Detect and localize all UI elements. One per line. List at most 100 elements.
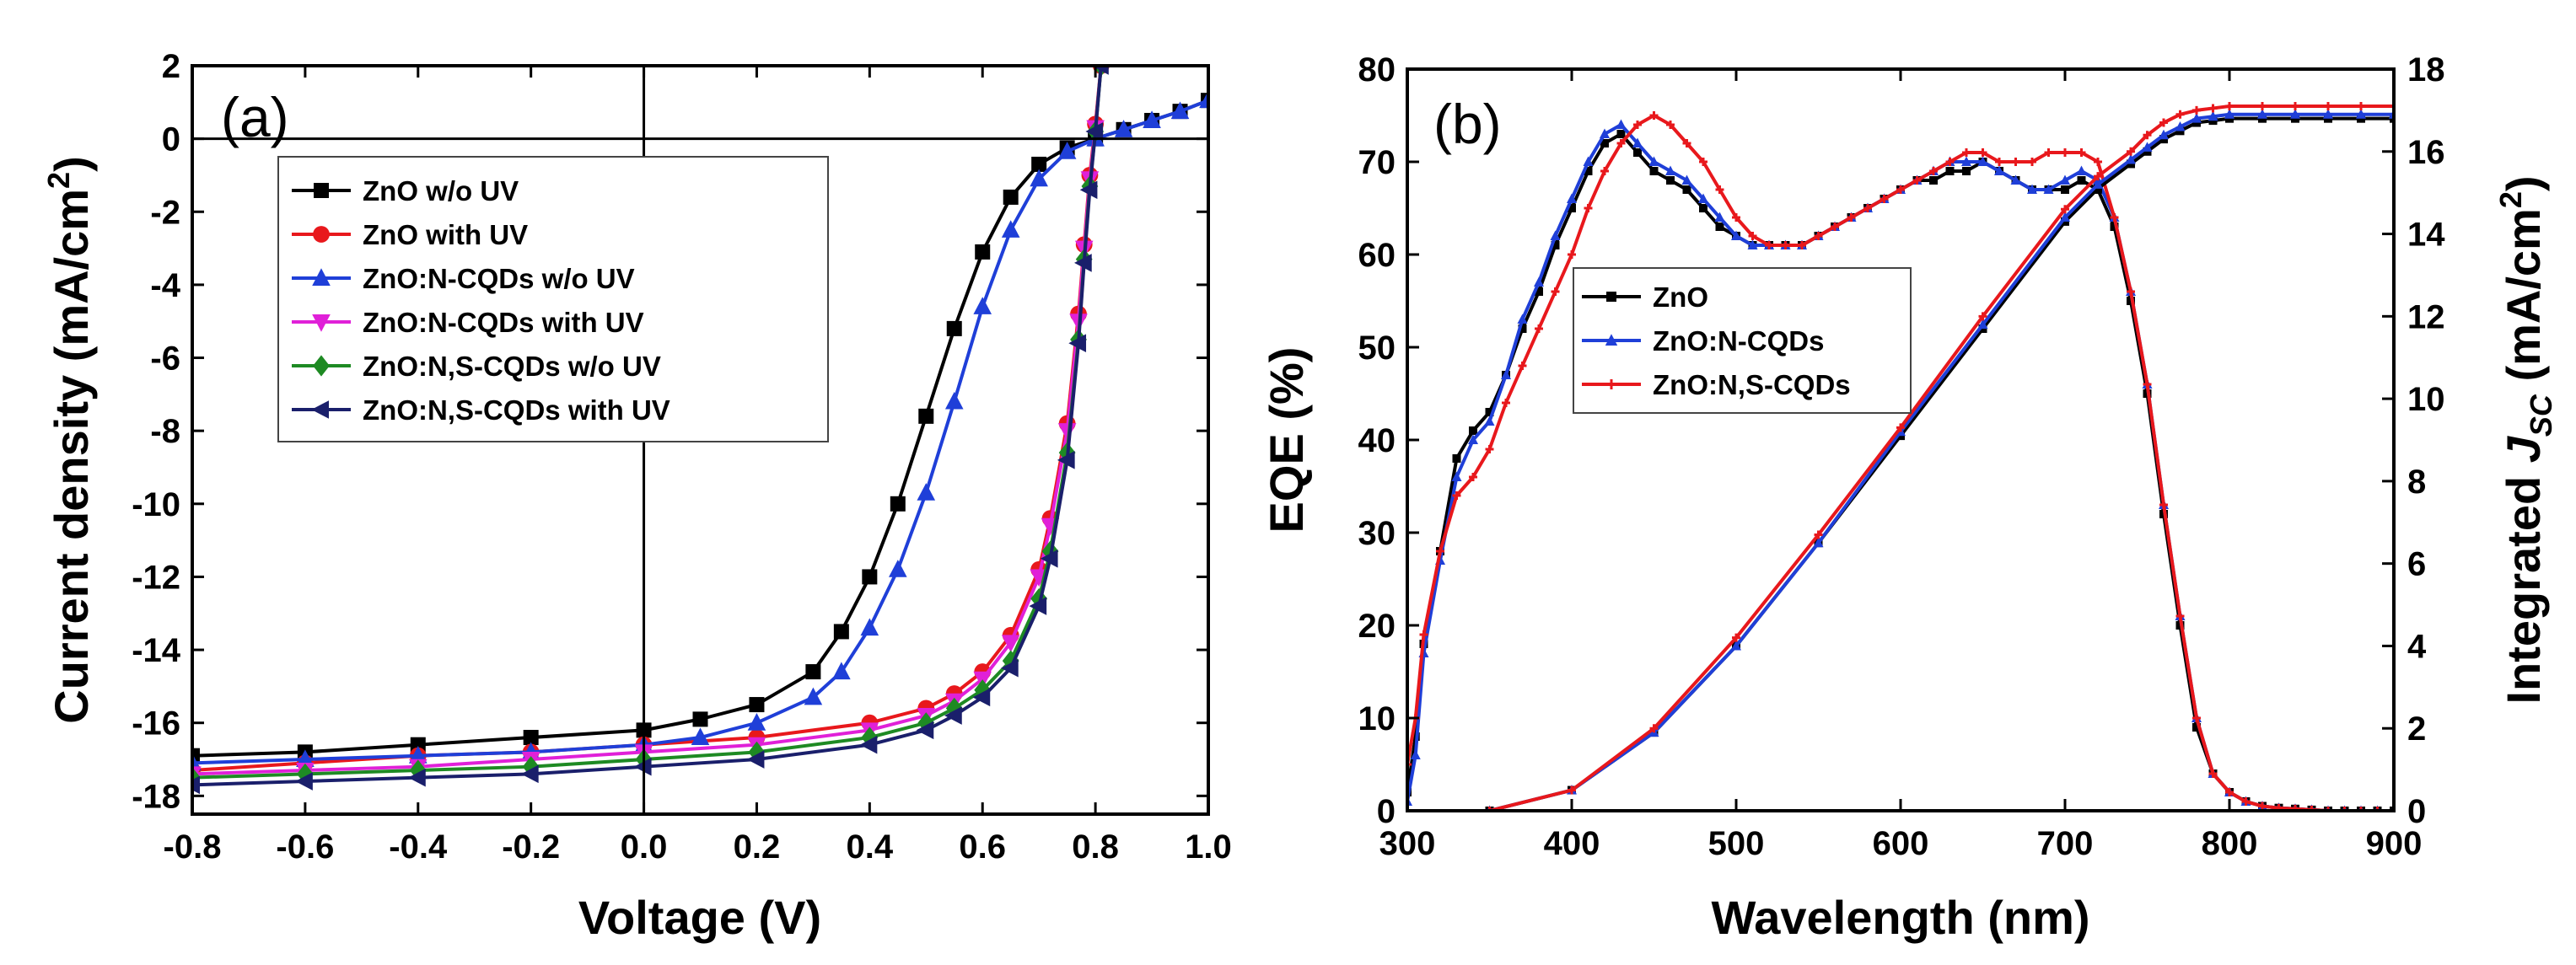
panel-a-data-point	[1068, 334, 1087, 353]
panel-a-data-point	[749, 697, 765, 713]
panel-b-data-point	[2077, 148, 2086, 157]
panel-a-data-point	[296, 763, 314, 785]
panel-b-data-point	[2027, 184, 2037, 194]
panel-a-x-axis-title: Voltage (V)	[578, 891, 821, 944]
panel-b-data-point	[1682, 139, 1691, 147]
panel-b-data-point	[1995, 158, 2003, 166]
panel-b-data-point	[1714, 212, 1725, 222]
panel-a-data-point	[804, 687, 823, 705]
panel-b-data-point	[2094, 158, 2102, 166]
panel-b-right-y-axis-title: Integrated JSC (mA/cm2)	[2493, 175, 2558, 704]
panel-a-data-point	[832, 662, 851, 680]
panel-a-x-tick-label: -0.6	[276, 828, 334, 866]
panel-b-data-point	[1633, 121, 1642, 129]
panel-b-data-point	[2274, 803, 2283, 811]
panel-a-data-layer	[192, 66, 1208, 795]
panel-b-data-point	[2142, 142, 2153, 152]
panel-b-data-point	[2225, 102, 2234, 110]
panel-b-data-point	[2357, 102, 2365, 110]
panel-a-data-point	[1199, 90, 1208, 109]
panel-a-data-point	[1040, 549, 1058, 568]
panel-a-axes: -0.8 -0.6 -0.4 -0.2 0.0 0.2 0.4 0.6 0.8 1.0 2 0 -2 -4…	[132, 48, 1232, 866]
panel-a-data-point	[1030, 587, 1048, 610]
panel-b-y2-title-mid: (mA/cm	[2497, 208, 2550, 394]
panel-b-data-point	[2208, 769, 2218, 778]
panel-b-legend-marker	[1606, 292, 1616, 302]
panel-b-data-point	[1698, 193, 1708, 203]
panel-b-data-point	[1813, 537, 1824, 548]
panel-b-data-point	[2175, 110, 2185, 119]
panel-a-y-tick-label: -12	[132, 559, 180, 596]
panel-b-data-point	[1648, 156, 1659, 166]
panel-a-data-point	[1002, 650, 1019, 672]
panel-a-data-point	[1170, 101, 1190, 120]
panel-a-x-tick-label: 1.0	[1185, 828, 1232, 866]
panel-b-data-point	[1814, 232, 1823, 240]
panel-b-y2-tick-label: 12	[2407, 298, 2445, 335]
panel-b-data-point	[1978, 148, 1987, 157]
panel-a-y-title-end: )	[45, 156, 98, 172]
panel-b-data-point	[2340, 807, 2349, 811]
panel-b-data-point	[1977, 156, 1988, 166]
panel-b-label: (b)	[1433, 93, 1502, 155]
panel-a-data-point	[944, 706, 962, 725]
panel-b-data-point	[1600, 139, 1609, 147]
panel-a-data-point	[1029, 597, 1047, 615]
panel-a-y-tick-label: -18	[132, 778, 180, 815]
panel-b-data-point	[1732, 633, 1740, 642]
panel-b-data-point	[2076, 165, 2087, 175]
panel-a-data-point	[1031, 156, 1047, 172]
panel-b-data-point	[1649, 724, 1659, 733]
panel-a-data-point	[192, 748, 200, 764]
panel-b-data-point	[1699, 158, 1707, 166]
panel-b-y2-tick-label: 10	[2407, 381, 2445, 418]
panel-b-data-point	[2043, 184, 2054, 194]
panel-a-y-tick-label: -8	[150, 413, 180, 450]
panel-b-data-point	[1568, 250, 1576, 259]
panel-b-y2-tick-label: 4	[2407, 628, 2427, 665]
panel-b-data-point	[1699, 204, 1707, 212]
panel-b-data-point	[1518, 324, 1527, 333]
panel-a-data-point	[860, 618, 879, 636]
panel-a-data-point	[974, 679, 992, 701]
panel-a-data-point	[691, 727, 710, 746]
panel-b-data-point	[1896, 423, 1905, 432]
panel-b-data-point	[1929, 176, 1938, 185]
panel-b-data-point	[1781, 241, 1790, 249]
panel-b-data-point	[1961, 156, 1971, 166]
panel-b-y2-tick-label: 14	[2407, 217, 2445, 254]
panel-b-y2-title-sub: SC	[2524, 394, 2558, 437]
panel-b-data-point	[1962, 148, 1971, 157]
panel-b-data-point	[2191, 113, 2202, 123]
panel-b-y2-tick-label: 6	[2407, 546, 2426, 583]
panel-b-data-point	[1551, 241, 1560, 249]
panel-b-legend-label: ZnO:N,S-CQDs	[1653, 369, 1851, 400]
panel-b-data-point	[1748, 232, 1757, 240]
panel-a-legend-label: ZnO w/o UV	[363, 175, 519, 206]
panel-a-y-tick-label: -16	[132, 705, 180, 743]
panel-b-data-point	[2224, 109, 2235, 119]
panel-a-x-tick-label: -0.8	[164, 828, 222, 866]
panel-a-plot-frame	[191, 64, 1210, 816]
panel-a-data-point	[918, 408, 934, 424]
panel-b-data-point	[2291, 804, 2299, 811]
panel-b-data-point	[1567, 193, 1577, 203]
panel-b-data-point	[2390, 807, 2394, 811]
panel-a-data-point	[1143, 110, 1161, 128]
panel-b-series-0	[1407, 130, 2394, 811]
panel-a-label: (a)	[221, 86, 289, 148]
panel-b-data-point	[1407, 760, 1412, 769]
panel-b-series-2	[1407, 111, 2394, 811]
panel-b-data-point	[1616, 139, 1626, 147]
panel-a-data-point	[1114, 120, 1133, 137]
panel-b-y-tick-label: 0	[1377, 793, 1396, 830]
panel-a-y-tick-label: -4	[150, 267, 180, 304]
panel-a-x-tick-label: 0.2	[734, 828, 781, 866]
panel-b-data-point	[1880, 195, 1889, 203]
panel-a-legend-marker	[311, 400, 329, 419]
panel-b-data-point	[2225, 788, 2234, 796]
panel-b-data-point	[1502, 399, 1510, 407]
panel-b-data-point	[1896, 185, 1905, 194]
panel-a-data-point	[692, 711, 708, 727]
panel-b-data-point	[2208, 104, 2218, 113]
